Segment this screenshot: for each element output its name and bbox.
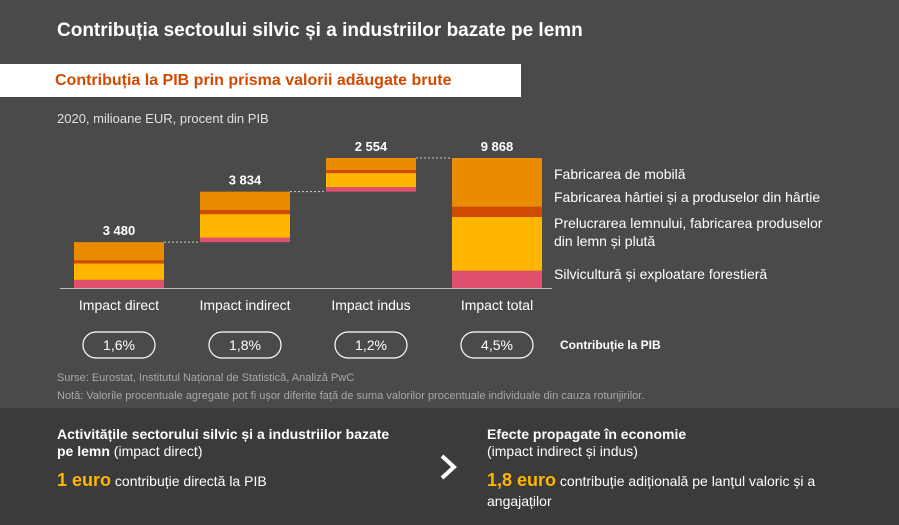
gdp-share-value-4: 4,5% (481, 337, 513, 353)
bar-segment-3-1 (326, 187, 416, 192)
category-label-3: Impact indus (331, 297, 410, 313)
bar-segment-3-3 (326, 170, 416, 174)
legend-label-1: Silvicultură și exploatare forestieră (554, 266, 767, 282)
propagated-amount-value: 1,8 euro (487, 470, 557, 490)
bar-segment-4-3 (452, 206, 542, 217)
legend-label-4: Fabricarea de mobilă (554, 166, 686, 182)
bar-segment-1-2 (74, 263, 164, 280)
units-label: 2020, milioane EUR, procent din PIB (57, 111, 269, 126)
direct-amount-value: 1 euro (57, 470, 112, 490)
direct-impact-title-bold: Activitățile sectorului silvic și a indu… (57, 426, 390, 459)
gdp-share-pill-3 (334, 331, 408, 359)
subtitle-banner (0, 64, 521, 97)
direct-impact-amount: 1 euro contribuție directă la PIB (57, 470, 267, 491)
legend-label-2-line1: Prelucrarea lemnului, fabricarea produse… (554, 215, 823, 231)
bar-segment-1-1 (74, 279, 164, 288)
bar-segment-2-2 (200, 214, 290, 238)
propagated-title-rest: (impact indirect și indus) (487, 443, 638, 459)
total-label-4: 9 868 (481, 139, 514, 154)
bar-segment-4-2 (452, 216, 542, 271)
direct-impact-title-rest: (impact direct) (109, 443, 203, 459)
gdp-share-pill-2 (208, 331, 282, 359)
bar-segment-1-3 (74, 260, 164, 264)
category-label-1: Impact direct (79, 297, 159, 313)
legend-label-3: Fabricarea hârtiei și a produselor din h… (554, 189, 820, 205)
direct-impact-title: Activitățile sectorului silvic și a indu… (57, 426, 397, 460)
bar-segment-2-4 (200, 191, 290, 211)
bar-segment-3-4 (326, 158, 416, 171)
total-label-3: 2 554 (355, 139, 388, 154)
bar-segment-4-4 (452, 158, 542, 207)
propagated-effects-title: Efecte propagate în economie (impact indi… (487, 426, 827, 460)
bar-segment-2-1 (200, 237, 290, 243)
total-label-1: 3 480 (103, 223, 136, 238)
page-title: Contribuția sectoului silvic și a indust… (57, 20, 583, 41)
legend-label-2-line2: din lemn și plută (554, 233, 655, 249)
gdp-share-legend: Contribuție la PIB (560, 338, 661, 352)
bar-segment-3-2 (326, 173, 416, 188)
bar-segment-2-3 (200, 210, 290, 215)
gdp-share-value-3: 1,2% (355, 337, 387, 353)
source-note: Surse: Eurostat, Institutul Național de … (57, 372, 355, 384)
direct-amount-text: contribuție directă la PIB (111, 473, 267, 489)
propagated-amount-text: contribuție adițională pe lanțul valoric… (487, 473, 816, 509)
gdp-share-pill-4 (460, 331, 534, 359)
chart-subtitle: Contribuția la PIB prin prisma valorii a… (55, 72, 452, 89)
total-label-2: 3 834 (229, 173, 262, 188)
gdp-share-value-2: 1,8% (229, 337, 261, 353)
bar-segment-4-1 (452, 270, 542, 288)
rounding-note: Notă: Valorile procentuale agregate pot … (57, 390, 645, 402)
category-label-4: Impact total (461, 297, 533, 313)
propagated-effects-amount: 1,8 euro contribuție adițională pe lanțu… (487, 470, 867, 511)
waterfall-chart: 3 480 Impact direct 1,6% 3 834 Impact indire… (60, 139, 823, 359)
propagated-title-bold: Efecte propagate în economie (487, 426, 687, 442)
bar-segment-1-4 (74, 242, 164, 261)
bottom-panel (0, 408, 899, 525)
gdp-share-value-1: 1,6% (103, 337, 135, 353)
category-label-2: Impact indirect (199, 297, 290, 313)
gdp-share-pill-1 (82, 331, 156, 359)
chevron-right-icon (440, 454, 457, 480)
